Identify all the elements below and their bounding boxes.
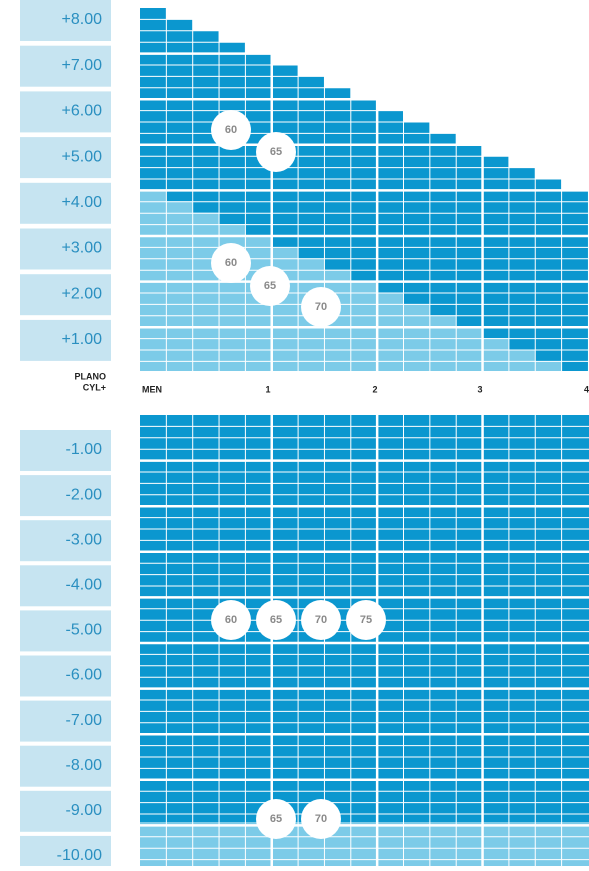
badge-circle (211, 243, 251, 283)
cyl-label: CYL+ (83, 382, 106, 392)
sphere-label: +1.00 (62, 331, 103, 348)
badge-label: 65 (270, 614, 282, 626)
column-label: 4 (584, 384, 589, 394)
label-box (20, 91, 111, 133)
cell-block (508, 349, 536, 371)
label-box (20, 835, 111, 871)
label-box (20, 274, 111, 316)
label-box (20, 745, 111, 787)
sphere-label: +3.00 (62, 240, 103, 257)
badge-circle (346, 600, 386, 640)
cell-block (403, 304, 430, 371)
badge-label: 75 (360, 614, 372, 626)
badge-label: 65 (270, 813, 282, 825)
sphere-label: -2.00 (66, 486, 103, 503)
badge-circle (301, 799, 341, 839)
cell-block (535, 361, 562, 371)
label-box (20, 475, 111, 517)
label-box (20, 182, 111, 224)
sphere-label: -5.00 (66, 622, 103, 639)
badge-circle (256, 600, 296, 640)
label-box (20, 790, 111, 832)
badge-label: 65 (270, 146, 282, 158)
badge-label: 70 (315, 813, 327, 825)
sphere-label: -4.00 (66, 577, 103, 594)
label-box (20, 700, 111, 742)
sphere-label: +6.00 (62, 103, 103, 120)
sphere-label: -9.00 (66, 802, 103, 819)
badge-circle (256, 799, 296, 839)
cell-block (140, 822, 589, 866)
label-box (20, 45, 111, 87)
badge-label: 60 (225, 124, 237, 136)
badge-circle (250, 266, 290, 306)
cell-block (192, 212, 220, 371)
label-box (20, 565, 111, 607)
badge-label: 70 (315, 614, 327, 626)
badge-circle (301, 287, 341, 327)
cell-block (377, 292, 404, 371)
badge-circle (211, 600, 251, 640)
cell-block (166, 201, 193, 371)
label-box (20, 137, 111, 179)
sphere-label: -1.00 (66, 441, 103, 458)
badge-label: 70 (315, 301, 327, 313)
badge-circle (211, 110, 251, 150)
sphere-label: -3.00 (66, 531, 103, 548)
sphere-label: +8.00 (62, 11, 103, 28)
sphere-label: -6.00 (66, 667, 103, 684)
sphere-label: -10.00 (57, 847, 102, 864)
column-label: 3 (477, 384, 482, 394)
badge-label: 60 (225, 614, 237, 626)
sphere-label: +4.00 (62, 194, 103, 211)
badge-circle (301, 600, 341, 640)
label-box (20, 610, 111, 652)
sphere-label: +5.00 (62, 148, 103, 165)
label-box (20, 520, 111, 562)
column-label: MEN (142, 384, 162, 394)
badge-circle (256, 132, 296, 172)
label-box (20, 228, 111, 270)
label-box (20, 430, 111, 471)
label-box (20, 319, 111, 361)
cell-block (429, 315, 457, 371)
badge-label: 65 (264, 280, 276, 292)
column-label: 2 (372, 384, 377, 394)
sphere-label: -8.00 (66, 757, 103, 774)
sphere-label: +2.00 (62, 285, 103, 302)
plano-label: PLANO (75, 371, 107, 381)
sphere-label: +7.00 (62, 57, 103, 74)
cell-block (482, 338, 509, 371)
cell-block (456, 326, 483, 371)
column-label: 1 (265, 384, 270, 394)
badge-label: 60 (225, 257, 237, 269)
cell-block (271, 247, 299, 371)
label-box (20, 0, 111, 41)
label-box (20, 655, 111, 697)
sphere-label: -7.00 (66, 712, 103, 729)
